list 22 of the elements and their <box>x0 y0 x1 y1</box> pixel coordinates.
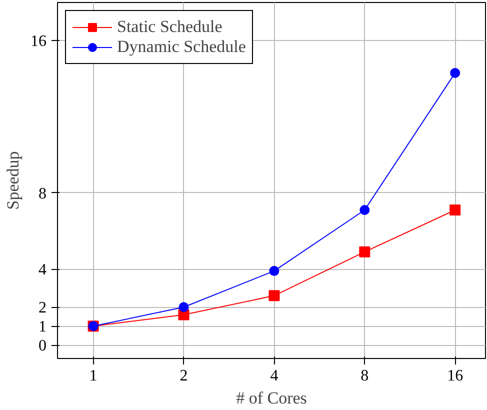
point <box>360 205 370 215</box>
x-axis-title: # of Cores <box>236 388 307 408</box>
y-tick-label: 4 <box>38 262 46 279</box>
point <box>359 246 370 258</box>
point <box>450 204 461 216</box>
y-tick-label: 8 <box>38 185 46 202</box>
y-axis-title: Speedup <box>4 151 22 210</box>
y-tick-label: 2 <box>38 300 46 317</box>
point <box>450 68 460 78</box>
x-tick-label: 8 <box>360 368 369 384</box>
y-tick-label: 16 <box>30 33 46 50</box>
y-tick-label: 0 <box>38 338 46 355</box>
x-tick-label: 1 <box>89 368 98 384</box>
legend-label: Dynamic Schedule <box>117 37 246 57</box>
x-tick-label: 4 <box>270 368 278 384</box>
x-tick-label: 16 <box>447 368 464 384</box>
legend-label: Static Schedule <box>117 17 222 37</box>
point <box>268 290 280 302</box>
point <box>178 302 189 312</box>
y-tick-label: 1 <box>38 318 46 336</box>
point <box>269 266 280 276</box>
x-tick-label: 2 <box>180 368 188 384</box>
